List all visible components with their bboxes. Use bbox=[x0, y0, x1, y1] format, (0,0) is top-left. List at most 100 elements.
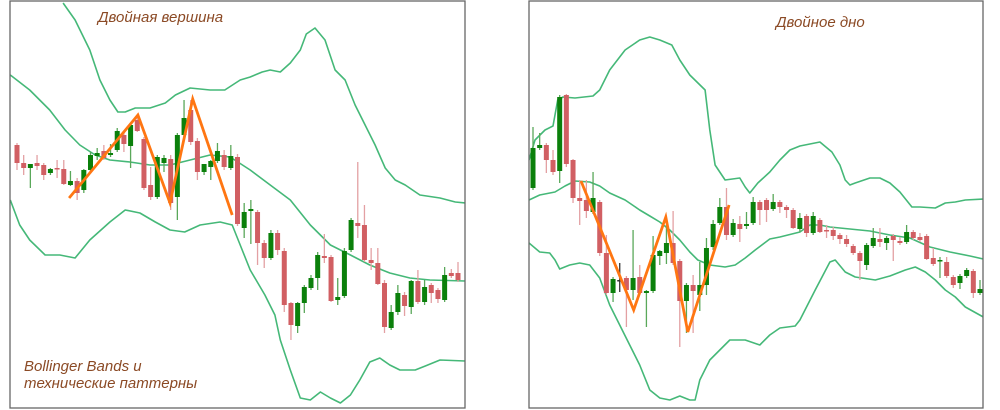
left-candle bbox=[348, 218, 354, 252]
left-candle bbox=[148, 167, 154, 200]
right-candle bbox=[797, 213, 803, 232]
right-candle bbox=[950, 275, 956, 288]
left-candle bbox=[382, 280, 387, 333]
right-candle bbox=[550, 150, 556, 175]
candle-body bbox=[341, 251, 347, 296]
candle-body bbox=[610, 279, 616, 293]
left-candle bbox=[41, 163, 47, 180]
left-candle bbox=[128, 124, 134, 168]
candle-body bbox=[530, 148, 536, 188]
right-candle bbox=[717, 198, 723, 225]
candle-body bbox=[455, 273, 461, 280]
right-candle bbox=[537, 133, 543, 150]
candle-body bbox=[964, 270, 970, 276]
candle-body bbox=[830, 230, 836, 236]
right-candle bbox=[897, 237, 903, 245]
candle-body bbox=[208, 161, 214, 167]
candle-body bbox=[837, 235, 843, 239]
left-candle bbox=[181, 100, 187, 138]
left-candle bbox=[288, 302, 294, 340]
left-candle bbox=[34, 155, 40, 170]
candle-body bbox=[550, 160, 556, 172]
right-candle bbox=[937, 257, 943, 278]
left-candle bbox=[321, 234, 327, 263]
right-bollinger-lower-band bbox=[529, 242, 983, 401]
right-candle bbox=[730, 219, 736, 237]
left-candle bbox=[442, 267, 448, 302]
left-candle bbox=[341, 248, 347, 298]
candle-body bbox=[435, 290, 441, 299]
right-candle bbox=[930, 248, 936, 266]
right-candle bbox=[890, 234, 896, 261]
candle-body bbox=[904, 232, 910, 242]
left-candle bbox=[335, 278, 341, 305]
candle-body bbox=[864, 245, 870, 265]
candle-body bbox=[188, 110, 194, 142]
candle-body bbox=[375, 263, 381, 284]
candle-body bbox=[650, 255, 656, 291]
candle-body bbox=[750, 202, 756, 223]
candle-body bbox=[361, 225, 367, 260]
left-pattern-line bbox=[68, 93, 234, 216]
right-candle bbox=[957, 274, 963, 289]
candle-body bbox=[442, 275, 448, 300]
left-candle bbox=[221, 150, 227, 170]
right-candle bbox=[757, 200, 763, 225]
left-candle bbox=[368, 248, 374, 270]
left-bollinger-middle-band bbox=[10, 74, 465, 282]
left-candle bbox=[121, 131, 127, 152]
right-candle bbox=[977, 280, 983, 295]
candle-body bbox=[295, 303, 301, 326]
right-chart-plot bbox=[529, 36, 983, 401]
right-candle bbox=[824, 225, 830, 238]
right-candle bbox=[697, 262, 703, 311]
candle-body bbox=[630, 278, 636, 290]
candle-body bbox=[957, 276, 963, 283]
left-candle bbox=[428, 283, 434, 303]
candle-body bbox=[690, 285, 696, 291]
right-candle bbox=[643, 290, 649, 327]
right-candle bbox=[924, 234, 930, 260]
left-candle bbox=[235, 154, 240, 226]
right-candle bbox=[663, 225, 669, 264]
right-chart-title: Двойное дно bbox=[776, 14, 865, 31]
candle-body bbox=[408, 281, 414, 307]
right-candle bbox=[857, 251, 863, 280]
right-candle bbox=[817, 218, 823, 233]
right-candle bbox=[970, 269, 976, 298]
right-candle bbox=[743, 212, 749, 229]
left-candle bbox=[14, 143, 20, 170]
right-candle bbox=[583, 180, 589, 218]
candle-body bbox=[637, 277, 643, 293]
left-candle bbox=[408, 280, 414, 314]
right-candle bbox=[844, 235, 850, 247]
right-candle bbox=[650, 236, 656, 293]
right-candle bbox=[570, 159, 576, 203]
candle-body bbox=[261, 243, 267, 258]
candle-body bbox=[824, 230, 830, 232]
right-candle bbox=[850, 244, 856, 255]
candle-body bbox=[643, 291, 649, 293]
candle-body bbox=[108, 153, 114, 155]
left-candle bbox=[388, 305, 394, 330]
candle-body bbox=[590, 198, 596, 212]
right-candle bbox=[770, 194, 776, 211]
candle-body bbox=[134, 120, 140, 131]
left-candle bbox=[61, 160, 67, 185]
candle-body bbox=[281, 251, 287, 305]
candle-body bbox=[537, 145, 543, 148]
candle-body bbox=[797, 218, 803, 229]
left-candle bbox=[154, 155, 160, 199]
candle-body bbox=[577, 198, 583, 201]
candle-body bbox=[54, 168, 60, 170]
candle-body bbox=[683, 285, 689, 301]
left-candle bbox=[141, 137, 147, 190]
right-candle bbox=[810, 212, 816, 235]
left-candle bbox=[361, 205, 367, 262]
candle-body bbox=[395, 293, 401, 312]
candle-body bbox=[328, 257, 334, 301]
left-candle bbox=[47, 168, 53, 175]
left-candle bbox=[67, 171, 73, 186]
candle-body bbox=[248, 209, 254, 211]
candle-body bbox=[844, 239, 850, 244]
